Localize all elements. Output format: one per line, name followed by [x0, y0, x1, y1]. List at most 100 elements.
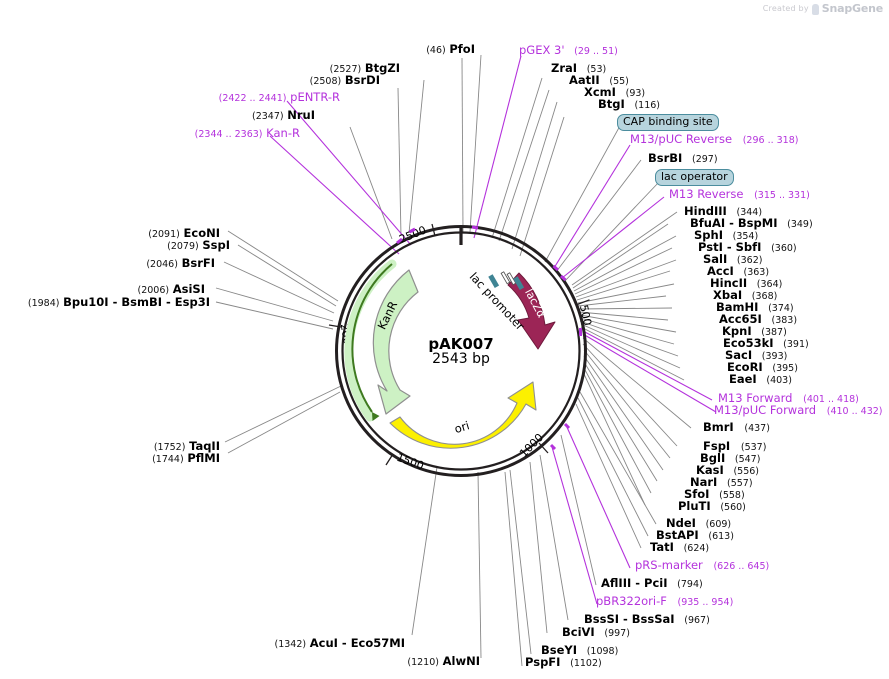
label-bamhi-enz: BamHI: [716, 300, 759, 314]
label-bsrbi[interactable]: BsrBI (297): [648, 152, 718, 166]
label-kpni[interactable]: KpnI (387): [722, 325, 787, 339]
label-m13-forward[interactable]: M13 Forward (401 .. 418): [718, 392, 859, 406]
lac-operator-badge[interactable]: lac operator: [655, 169, 734, 186]
label-prs-marker[interactable]: pRS-marker (626 .. 645): [635, 559, 769, 573]
label-kasi[interactable]: KasI (556): [696, 464, 759, 478]
primer-ticks: [396, 225, 582, 451]
label-bstapi-enz: BstAPI: [656, 528, 699, 542]
label-bcivi[interactable]: BciVI (997): [562, 626, 630, 640]
label-btgi[interactable]: BtgI (116): [598, 98, 660, 112]
kanr-outer-arc: [344, 259, 397, 422]
label-bsrfi[interactable]: (2046) BsrFI: [10, 257, 215, 271]
label-nari-pos: (557): [727, 478, 753, 489]
label-ecori[interactable]: EcoRI (395): [727, 361, 798, 375]
label-xbai-pos: (368): [751, 291, 778, 302]
label-m13-reverse-enz: M13 Reverse: [669, 187, 744, 201]
label-zrai[interactable]: ZraI (53): [551, 62, 606, 76]
label-kpni-pos: (387): [761, 327, 787, 338]
label-sfoi[interactable]: SfoI (558): [684, 488, 745, 502]
leader-lines-purple: [269, 55, 717, 605]
label-pflmi-enz: PflMI: [187, 451, 220, 465]
label-pluti-pos: (560): [720, 502, 746, 513]
ori-feature-arrow: ori: [389, 381, 537, 449]
label-bcivi-enz: BciVI: [562, 625, 595, 639]
label-ecori-pos: (395): [772, 363, 798, 374]
label-aatii[interactable]: AatII (55): [569, 74, 629, 88]
label-econi[interactable]: (2091) EcoNI: [20, 227, 220, 241]
cap-binding-site-badge[interactable]: CAP binding site: [617, 114, 719, 131]
label-asisi-pos: (2006): [137, 285, 170, 296]
label-psti-sbfi[interactable]: PstI - SbfI (360): [698, 241, 797, 255]
label-pfoi[interactable]: (46) PfoI: [355, 43, 475, 57]
label-pluti[interactable]: PluTI (560): [678, 500, 746, 514]
label-btgzi[interactable]: (2527) BtgZI: [150, 62, 400, 76]
label-bfuai-bspmi[interactable]: BfuAI - BspMI (349): [690, 217, 813, 231]
label-fspi[interactable]: FspI (537): [703, 440, 766, 454]
label-hincii[interactable]: HincII (364): [710, 277, 782, 291]
label-bgli[interactable]: BglI (547): [700, 452, 760, 466]
label-m13-puc-reverse-pos: (296 .. 318): [742, 135, 799, 146]
label-afliii-pcii[interactable]: AflIII - PciI (794): [601, 577, 703, 591]
label-bsrfi-pos: (2046): [146, 259, 178, 270]
label-pentr-r[interactable]: (2422 .. 2441) pENTR-R: [60, 91, 340, 105]
label-pbr322ori-f[interactable]: pBR322ori-F (935 .. 954): [596, 595, 733, 609]
label-saci[interactable]: SacI (393): [725, 349, 787, 363]
label-acci-enz: AccI: [707, 264, 734, 278]
label-pluti-enz: PluTI: [678, 499, 711, 513]
label-bseyi-pos: (1098): [586, 646, 619, 657]
label-alwni[interactable]: (1210) AlwNI: [300, 655, 480, 669]
label-pgex-3prime-pos: (29 .. 51): [574, 46, 618, 57]
label-afliii-enz: AflIII - PciI: [601, 576, 668, 590]
label-bseyi[interactable]: BseYI (1098): [541, 644, 618, 658]
label-xcmi-enz: XcmI: [584, 85, 616, 99]
label-xcmi[interactable]: XcmI (93): [584, 86, 645, 100]
label-nari-enz: NarI: [690, 475, 718, 489]
label-bsssi-bssai[interactable]: BssSI - BssSaI (967): [584, 613, 710, 627]
label-fspi-pos: (537): [740, 442, 767, 453]
label-m13-puc-reverse-enz: M13/pUC Reverse: [630, 132, 733, 146]
label-eaei[interactable]: EaeI (403): [729, 373, 792, 387]
label-pflmi[interactable]: (1744) PflMI: [60, 452, 220, 466]
label-bmri[interactable]: BmrI (437): [703, 421, 770, 435]
label-acci[interactable]: AccI (363): [707, 265, 769, 279]
label-ndei[interactable]: NdeI (609): [666, 517, 731, 531]
label-bseyi-enz: BseYI: [541, 643, 578, 657]
label-bgli-pos: (547): [734, 454, 761, 465]
label-bsrdi-enz: BsrDI: [344, 73, 380, 87]
label-m13-puc-reverse[interactable]: M13/pUC Reverse (296 .. 318): [630, 133, 798, 147]
snapgene-logo-icon: [811, 4, 819, 15]
label-acci-pos: (363): [743, 267, 770, 278]
label-pgex-3prime[interactable]: pGEX 3' (29 .. 51): [519, 44, 618, 58]
label-bamhi[interactable]: BamHI (374): [716, 301, 794, 315]
label-pspfi[interactable]: PspFI (1102): [525, 656, 602, 670]
label-pspfi-pos: (1102): [570, 658, 602, 669]
label-acc65i[interactable]: Acc65I (383): [719, 313, 797, 327]
label-sali[interactable]: SalI (362): [703, 253, 762, 267]
label-bsrdi[interactable]: (2508) BsrDI: [120, 74, 380, 88]
label-bsrdi-pos: (2508): [309, 76, 342, 87]
label-bpu10i-bsmbi-esp3i[interactable]: (1984) Bpu10I - BsmBI - Esp3I: [2, 296, 210, 310]
label-asisi[interactable]: (2006) AsiSI: [10, 283, 206, 297]
label-hindiii[interactable]: HindIII (344): [684, 205, 762, 219]
label-nrui[interactable]: (2347) NruI: [80, 109, 315, 123]
label-m13-puc-forward-pos: (410 .. 432): [826, 406, 883, 417]
label-sphi-pos: (354): [732, 231, 759, 242]
label-kan-r[interactable]: (2344 .. 2363) Kan-R: [30, 127, 300, 141]
label-sphi[interactable]: SphI (354): [694, 229, 758, 243]
label-eco53ki-enz: Eco53kI: [723, 336, 774, 350]
ori-label: ori: [453, 418, 471, 436]
label-m13-puc-forward[interactable]: M13/pUC Forward (410 .. 432): [714, 404, 883, 418]
label-alwni-enz: AlwNI: [442, 654, 480, 668]
label-taqii[interactable]: (1752) TaqII: [60, 440, 220, 454]
label-eco53ki[interactable]: Eco53kI (391): [723, 337, 809, 351]
label-pfoi-pos: (46): [426, 45, 446, 56]
label-m13-puc-forward-enz: M13/pUC Forward: [714, 403, 817, 417]
watermark-prefix: Created by: [762, 4, 809, 13]
label-m13-reverse[interactable]: M13 Reverse (315 .. 331): [669, 188, 810, 202]
label-acui-eco57mi[interactable]: (1342) AcuI - Eco57MI: [180, 637, 405, 651]
label-bstapi[interactable]: BstAPI (613): [656, 529, 734, 543]
label-nari[interactable]: NarI (557): [690, 476, 753, 490]
label-xbai[interactable]: XbaI (368): [713, 289, 777, 303]
label-sspi[interactable]: (2079) SspI: [20, 239, 230, 253]
label-tati[interactable]: TatI (624): [650, 541, 709, 555]
